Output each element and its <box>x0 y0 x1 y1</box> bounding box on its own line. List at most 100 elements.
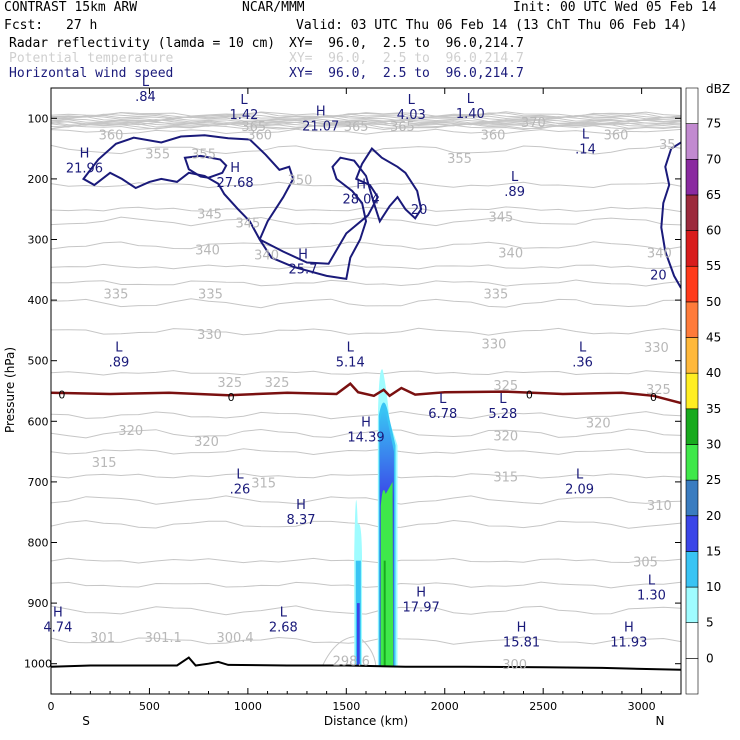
wind-extremum-value: 1.42 <box>229 108 258 123</box>
wind-low-marker: L <box>408 93 416 108</box>
colorbar-level-label: 75 <box>706 117 721 131</box>
wind-extremum-value: .14 <box>575 143 596 158</box>
wind-extremum-value: .26 <box>230 483 251 498</box>
x-tick-label: 1000 <box>234 700 262 713</box>
wind-low-marker: L <box>236 468 244 483</box>
theta-line <box>51 581 681 589</box>
wind-low-marker: L <box>240 93 248 108</box>
colorbar-swatch <box>685 301 699 338</box>
wind-low-marker: L <box>347 340 355 355</box>
reflectivity-cell-east-25 <box>380 481 394 666</box>
theta-line <box>51 128 681 135</box>
wind-low-marker: L <box>467 92 475 107</box>
north-label: N <box>656 714 665 728</box>
colorbar-swatch <box>685 230 699 267</box>
theta-label: 315 <box>251 477 276 492</box>
theta-label: 320 <box>118 424 143 439</box>
colorbar-swatch <box>685 515 699 552</box>
wind-contour-20-east <box>660 141 681 289</box>
colorbar: 0 5 10 15 20 25 30 35 40 45 50 55 60 65 70 75 dBZ <box>685 82 730 695</box>
colorbar-swatch <box>685 479 699 517</box>
zero-line-label: 0 <box>650 391 657 404</box>
x-axis-title: Distance (km) <box>324 714 408 728</box>
colorbar-level-label: 20 <box>706 509 721 523</box>
colorbar-level-label: 5 <box>706 616 714 630</box>
theta-line <box>51 636 681 645</box>
wind-high-marker: H <box>361 416 371 431</box>
y-tick-label: 500 <box>28 355 49 368</box>
wind-extremum-value: 25.7 <box>289 263 318 278</box>
init-time: Init: 00 UTC Wed 05 Feb 14 <box>513 0 717 15</box>
theta-line <box>51 144 681 155</box>
wind-extremum-value: 1.40 <box>456 107 485 122</box>
colorbar-swatch <box>685 265 699 303</box>
wind-high-marker: H <box>316 105 326 120</box>
theta-line <box>51 121 681 126</box>
fcst-label: Fcst: <box>4 18 44 33</box>
wind-contour-label: 20 <box>411 203 428 218</box>
theta-contours <box>51 111 681 666</box>
y-tick-label: 100 <box>28 112 49 125</box>
zero-isotherm <box>51 382 681 405</box>
wind-extremum-value: .89 <box>109 355 130 370</box>
wind-extremum-value: 27.68 <box>216 176 253 191</box>
colorbar-level-label: 35 <box>706 402 721 416</box>
colorbar-level-label: 30 <box>706 437 721 451</box>
zero-line-label: 0 <box>228 391 235 404</box>
wind-extremum-value: 1.30 <box>637 589 666 604</box>
south-label: S <box>82 714 90 728</box>
y-tick-label: 200 <box>28 173 49 186</box>
theta-label: 300.4 <box>216 631 253 646</box>
theta-label: 325 <box>217 376 242 391</box>
colorbar-swatch <box>685 87 699 124</box>
colorbar-unit: dBZ <box>706 82 730 96</box>
wind-extremum-value: .89 <box>504 185 525 200</box>
field-reflectivity-name: Radar reflectivity (lamda = 10 cm) <box>9 36 276 51</box>
theta-line <box>51 410 681 420</box>
colorbar-level-label: 55 <box>706 259 721 273</box>
reflectivity-cell-west-15 <box>356 603 360 666</box>
theta-line <box>51 557 681 564</box>
theta-line <box>51 124 681 131</box>
theta-label: 35 <box>659 138 676 153</box>
theta-label: 365 <box>344 120 369 135</box>
zero-line-label: 0 <box>526 389 533 402</box>
colorbar-level-label: 70 <box>706 152 721 166</box>
theta-label: 370 <box>521 116 546 131</box>
wind-extremum-value: .36 <box>572 355 593 370</box>
wind-extremum-value: 14.39 <box>347 431 384 446</box>
field-reflectivity-xy: XY= 96.0, 2.5 to 96.0,214.7 <box>289 36 524 51</box>
theta-line <box>51 519 681 529</box>
theta-line <box>51 206 681 213</box>
y-tick-label: 600 <box>28 415 49 428</box>
theta-label: 345 <box>197 208 222 223</box>
wind-extremum-value: .84 <box>135 90 156 105</box>
theta-label: 301.1 <box>145 631 182 646</box>
terrain-line <box>51 656 681 671</box>
theta-line <box>51 448 681 456</box>
theta-label: 360 <box>99 128 124 143</box>
theta-label: 355 <box>191 148 216 163</box>
theta-label: 320 <box>586 417 611 432</box>
theta-label: 360 <box>247 128 272 143</box>
theta-line <box>51 473 681 479</box>
wind-extremum-value: 5.28 <box>488 407 517 422</box>
terrain-surface-line <box>51 656 681 671</box>
colorbar-swatch <box>685 551 699 588</box>
wind-extremum-value: 17.97 <box>403 600 440 615</box>
theta-label: 298.6 <box>333 654 370 669</box>
colorbar-swatch <box>685 444 699 481</box>
x-tick-label: 1500 <box>332 700 360 713</box>
theta-label: 355 <box>447 152 472 167</box>
theta-label: 320 <box>194 435 219 450</box>
wind-high-marker: H <box>298 248 308 263</box>
theta-line <box>51 298 681 309</box>
colorbar-level-label: 50 <box>706 295 721 309</box>
zero-isotherm-line <box>51 382 681 405</box>
colorbar-level-label: 10 <box>706 580 721 594</box>
theta-line <box>51 111 681 119</box>
wind-contours <box>82 134 681 289</box>
theta-label: 330 <box>644 341 669 356</box>
colorbar-swatch <box>685 337 699 374</box>
